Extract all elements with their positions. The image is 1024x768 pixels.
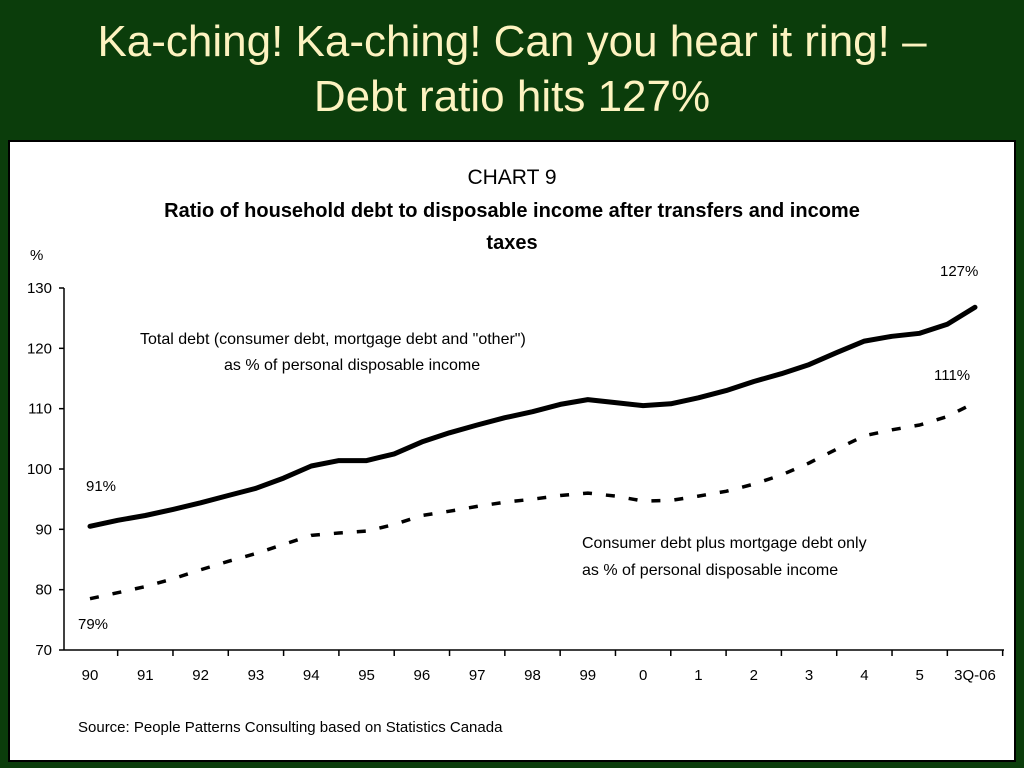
slide-title: Ka-ching! Ka-ching! Can you hear it ring… xyxy=(0,0,1024,138)
total-debt-end-label: 127% xyxy=(940,263,978,280)
x-tick-label: 3 xyxy=(805,667,813,684)
x-tick-label: 94 xyxy=(303,667,320,684)
y-tick-label: 130 xyxy=(27,280,52,297)
consumer-debt-series-label-line-1: Consumer debt plus mortgage debt only xyxy=(582,535,867,552)
x-tick-label: 98 xyxy=(524,667,541,684)
chart-title: CHART 9 xyxy=(467,166,556,189)
x-tick-label: 2 xyxy=(750,667,758,684)
y-tick-label: 70 xyxy=(35,642,52,659)
x-tick-label: 4 xyxy=(860,667,868,684)
total-debt-start-label: 91% xyxy=(86,478,116,495)
chart-subtitle-line-1: Ratio of household debt to disposable in… xyxy=(164,200,860,222)
slide-title-line-2: Debt ratio hits 127% xyxy=(313,72,711,121)
y-axis: 130 120 110 100 90 80 70 xyxy=(27,280,65,659)
consumer-debt-start-label: 79% xyxy=(78,616,108,633)
consumer-debt-end-label: 111% xyxy=(934,367,970,384)
x-tick-label: 90 xyxy=(82,667,99,684)
consumer-debt-series-label-line-2: as % of personal disposable income xyxy=(582,562,838,579)
x-tick-label: 99 xyxy=(579,667,596,684)
series-lines xyxy=(87,304,978,601)
y-axis-unit-label: % xyxy=(30,247,43,264)
y-tick-label: 110 xyxy=(28,401,52,418)
chart-subtitle-line-2: taxes xyxy=(486,232,537,254)
x-tick-label: 0 xyxy=(639,667,647,684)
x-tick-label: 96 xyxy=(414,667,431,684)
y-tick-label: 120 xyxy=(27,340,52,357)
x-axis: 90 91 92 93 94 95 96 97 98 99 0 1 2 3 4 5 3Q-06 xyxy=(64,649,1004,684)
x-tick-label: 91 xyxy=(137,667,154,684)
x-tick-label: 3Q-06 xyxy=(954,667,996,684)
chart-panel: CHART 9 Ratio of household debt to dispo… xyxy=(8,140,1016,762)
total-debt-series-label-line-1: Total debt (consumer debt, mortgage debt… xyxy=(140,331,526,348)
total-debt-series-label-line-2: as % of personal disposable income xyxy=(224,357,480,374)
x-tick-label: 1 xyxy=(694,667,702,684)
x-tick-label: 92 xyxy=(192,667,209,684)
slide-title-line-1: Ka-ching! Ka-ching! Can you hear it ring… xyxy=(97,17,927,66)
y-tick-label: 90 xyxy=(35,521,52,538)
x-tick-label: 93 xyxy=(248,667,265,684)
chart-source-note: Source: People Patterns Consulting based… xyxy=(78,719,503,736)
x-tick-label: 97 xyxy=(469,667,486,684)
consumer-debt-line xyxy=(89,401,976,601)
total-debt-line xyxy=(87,304,978,529)
debt-ratio-chart: CHART 9 Ratio of household debt to dispo… xyxy=(27,166,1004,736)
y-tick-label: 80 xyxy=(35,582,52,599)
x-tick-label: 5 xyxy=(916,667,924,684)
x-tick-label: 95 xyxy=(358,667,375,684)
y-tick-label: 100 xyxy=(27,461,52,478)
